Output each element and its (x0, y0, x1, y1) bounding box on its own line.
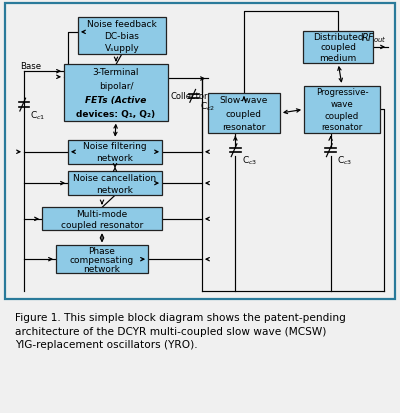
Text: network: network (96, 154, 134, 163)
Text: Figure 1. This simple block diagram shows the patent-pending
architecture of the: Figure 1. This simple block diagram show… (15, 312, 346, 349)
Bar (56, 246, 148, 273)
Bar (208, 94, 280, 133)
Text: Multi-mode: Multi-mode (76, 209, 128, 218)
Text: compensating: compensating (70, 255, 134, 264)
Text: Noise feedback: Noise feedback (87, 20, 157, 29)
Bar (42, 208, 162, 231)
Text: resonator: resonator (321, 123, 363, 132)
Text: coupled: coupled (226, 109, 262, 118)
Text: C$_{c2}$: C$_{c2}$ (200, 100, 216, 112)
Text: devices: Q₁, Q₂): devices: Q₁, Q₂) (76, 110, 156, 119)
Text: Progressive-: Progressive- (316, 88, 368, 97)
Text: Collector: Collector (170, 91, 208, 100)
Text: resonator: resonator (222, 123, 266, 131)
Text: 3-Terminal: 3-Terminal (93, 68, 139, 77)
Bar (303, 32, 373, 64)
Text: medium: medium (320, 54, 357, 63)
Text: coupled resonator: coupled resonator (61, 221, 143, 230)
Text: Base: Base (20, 62, 41, 71)
Text: coupled: coupled (325, 112, 359, 121)
Text: network: network (84, 264, 120, 273)
Text: Distributed: Distributed (313, 33, 364, 42)
Text: Slow-wave: Slow-wave (220, 96, 268, 105)
Text: C$_{c3}$: C$_{c3}$ (242, 154, 257, 167)
Text: FETs (Active: FETs (Active (85, 96, 147, 105)
Bar (78, 18, 166, 55)
Bar (304, 86, 380, 133)
Text: coupled: coupled (320, 43, 356, 52)
Text: C$_{c1}$: C$_{c1}$ (30, 109, 46, 122)
Text: Noise filtering: Noise filtering (83, 142, 147, 151)
Text: Vₛupply: Vₛupply (105, 44, 139, 53)
Bar (68, 140, 162, 164)
Bar (64, 65, 168, 121)
Text: bipolar/: bipolar/ (99, 82, 133, 91)
Text: Noise cancellation: Noise cancellation (74, 173, 156, 182)
Text: network: network (96, 185, 134, 194)
Text: wave: wave (331, 100, 353, 109)
Text: C$_{c3}$: C$_{c3}$ (337, 154, 352, 167)
Text: RF$_{out}$: RF$_{out}$ (361, 31, 387, 45)
Text: DC-bias: DC-bias (104, 32, 140, 41)
Text: Phase: Phase (88, 246, 116, 255)
Bar (68, 171, 162, 196)
